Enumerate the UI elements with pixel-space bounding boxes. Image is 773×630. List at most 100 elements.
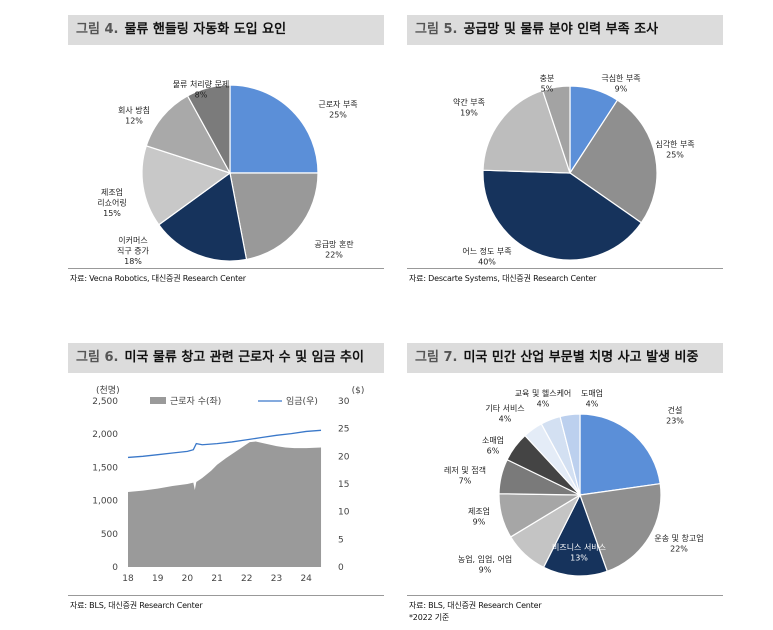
pie-label-기타-서비스: 기타 서비스 4% xyxy=(485,404,524,424)
y-right-tick: 20 xyxy=(338,452,350,462)
slice-label-text: 근로자 부족 xyxy=(318,100,357,109)
x-tick: 20 xyxy=(182,574,194,584)
y-right-tick: 25 xyxy=(338,425,349,435)
slice-value-label: 22% xyxy=(670,545,688,554)
pie-label-어느-정도-부족: 어느 정도 부족 40% xyxy=(462,246,511,267)
figure-6-title: 그림 6. 미국 물류 창고 관련 근로자 수 및 임금 추이 xyxy=(68,343,384,373)
slice-label-text: 비즈니스 서비스 xyxy=(552,542,606,552)
y-right-tick: 0 xyxy=(338,563,344,573)
legend-area-swatch xyxy=(150,397,166,404)
slice-label-text: 농업, 임업, 어업 xyxy=(458,554,512,564)
figure-7-panel: 그림 7. 미국 민간 산업 부문별 치명 사고 발생 비중 건설 23% 운송 및 … xyxy=(407,343,723,627)
slice-value-label: 22% xyxy=(325,251,343,260)
y-right-tick: 15 xyxy=(338,480,349,490)
pie-label-근로자-부족: 근로자 부족 25% xyxy=(318,100,357,120)
pie-slice-제조업-리쇼어링 xyxy=(141,145,232,226)
pie-label-건설: 건설 23% xyxy=(666,405,684,426)
pie-label-심각한-부족: 심각한 부족 25% xyxy=(655,139,694,160)
y-left-tick: 0 xyxy=(112,563,118,573)
y-left-tick: 500 xyxy=(101,530,118,540)
slice-label-text: 건설 xyxy=(668,405,683,415)
pie-label-레저-및-접객: 레저 및 접객 7% xyxy=(444,465,486,486)
pie-label-소매업: 소매업 6% xyxy=(482,436,504,456)
slice-value-label: 19% xyxy=(460,109,478,118)
x-tick: 18 xyxy=(122,574,134,584)
slice-label-text: 도매업 xyxy=(581,389,603,398)
slice-value-label: 25% xyxy=(666,151,684,160)
y-right-tick: 5 xyxy=(338,535,344,545)
y-left-tick: 1,500 xyxy=(92,463,118,473)
pie-slice-물류-처리량-문제 xyxy=(186,84,231,174)
slice-value-label: 4% xyxy=(537,400,550,409)
slice-label-text: 공급망 혼란 xyxy=(314,239,354,249)
pie-slice-근로자-부족 xyxy=(229,84,319,174)
figure-4-title: 그림 4. 물류 핸들링 자동화 도입 요인 xyxy=(68,15,384,45)
slice-value-label: 18% xyxy=(124,257,142,266)
slice-label-text: 회사 방침 xyxy=(118,105,150,115)
pie-slice-심각한-부족 xyxy=(569,99,658,224)
pie-slice-회사-방침 xyxy=(145,95,232,175)
slice-value-label: 8% xyxy=(195,91,208,100)
pie-label-비즈니스-서비스: 비즈니스 서비스 13% xyxy=(552,542,606,563)
x-tick: 21 xyxy=(211,574,222,584)
slice-value-label: 4% xyxy=(499,415,512,424)
figure-7-title: 그림 7. 미국 민간 산업 부문별 치명 사고 발생 비중 xyxy=(407,343,723,373)
slice-label-text: 소매업 xyxy=(482,436,504,445)
y-right-tick: 30 xyxy=(338,397,350,407)
figure-number: 그림 7. xyxy=(415,350,458,365)
pie-slice-공급망-혼란 xyxy=(229,172,319,261)
divider xyxy=(68,268,384,269)
figure-title-text: 물류 핸들링 자동화 도입 요인 xyxy=(124,22,287,37)
series-wage-line xyxy=(127,429,322,459)
pie-slice-건설 xyxy=(579,413,661,496)
y-right-unit: ($) xyxy=(352,386,365,396)
pie-label-공급망-혼란: 공급망 혼란 22% xyxy=(314,239,354,260)
slice-label-text: 레저 및 접객 xyxy=(444,465,486,475)
figure-6-source: 자료: BLS, 대신증권 Research Center xyxy=(70,601,203,610)
divider xyxy=(68,595,384,596)
slice-label-text: 이커머스 xyxy=(118,235,147,245)
pie-label-농업-임업-어업: 농업, 임업, 어업 9% xyxy=(458,554,512,575)
slice-label-text: 심각한 부족 xyxy=(655,139,694,149)
figure-number: 그림 6. xyxy=(76,350,119,365)
figure-5-panel: 그림 5. 공급망 및 물류 분야 인력 부족 조사 극심한 부족 9% 심각한 부족… xyxy=(407,15,723,290)
pie-label-교육-및-헬스케어: 교육 및 헬스케어 4% xyxy=(515,388,572,409)
series-workers-area xyxy=(128,441,322,567)
pie-slice-운송-및-창고업 xyxy=(579,483,662,573)
figure-number: 그림 5. xyxy=(415,22,458,37)
slice-label-text: 제조업 xyxy=(101,188,123,197)
pie-label-회사-방침: 회사 방침 12% xyxy=(118,105,150,126)
pie-label-물류-처리량-문제: 물류 처리량 문제 8% xyxy=(173,79,230,100)
y-left-tick: 1,000 xyxy=(92,497,118,507)
slice-value-label: 7% xyxy=(459,477,472,486)
slice-label-text: 직구 증가 xyxy=(117,246,150,256)
slice-value-label: 9% xyxy=(479,566,492,575)
slice-value-label: 40% xyxy=(478,258,496,267)
x-tick: 23 xyxy=(271,574,282,584)
pie-label-도매업: 도매업 4% xyxy=(581,389,603,409)
pie-slice-비즈니스-서비스 xyxy=(542,493,608,577)
pie-slice-이커머스-직구-증가 xyxy=(157,171,248,262)
legend-wage-label: 임금(우) xyxy=(286,395,318,407)
figure-number: 그림 4. xyxy=(76,22,119,37)
slice-label-text: 충분 xyxy=(540,74,555,83)
figure-title-text: 미국 물류 창고 관련 근로자 수 및 임금 추이 xyxy=(124,350,364,365)
pie-label-충분: 충분 5% xyxy=(540,74,555,94)
pie-label-운송-및-창고업: 운송 및 창고업 22% xyxy=(654,533,703,554)
pie-slice-어느-정도-부족 xyxy=(482,169,643,261)
divider xyxy=(407,595,723,596)
x-tick: 22 xyxy=(241,574,252,584)
y-right-tick: 10 xyxy=(338,508,350,518)
slice-label-text: 운송 및 창고업 xyxy=(654,533,703,543)
slice-value-label: 5% xyxy=(541,85,554,94)
figure-7-source: 자료: BLS, 대신증권 Research Center xyxy=(409,601,542,610)
figure-5-pie-chart: 극심한 부족 9% 심각한 부족 25% 어느 정도 부족 40% 약간 부족 19% 충분 5% xyxy=(453,73,695,267)
x-tick: 19 xyxy=(152,574,164,584)
slice-value-label: 15% xyxy=(103,209,121,218)
slice-label-text: 물류 처리량 문제 xyxy=(173,79,230,89)
figure-7-note: *2022 기준 xyxy=(409,613,450,622)
slice-value-label: 4% xyxy=(586,400,599,409)
slice-label-text: 어느 정도 부족 xyxy=(462,246,511,256)
